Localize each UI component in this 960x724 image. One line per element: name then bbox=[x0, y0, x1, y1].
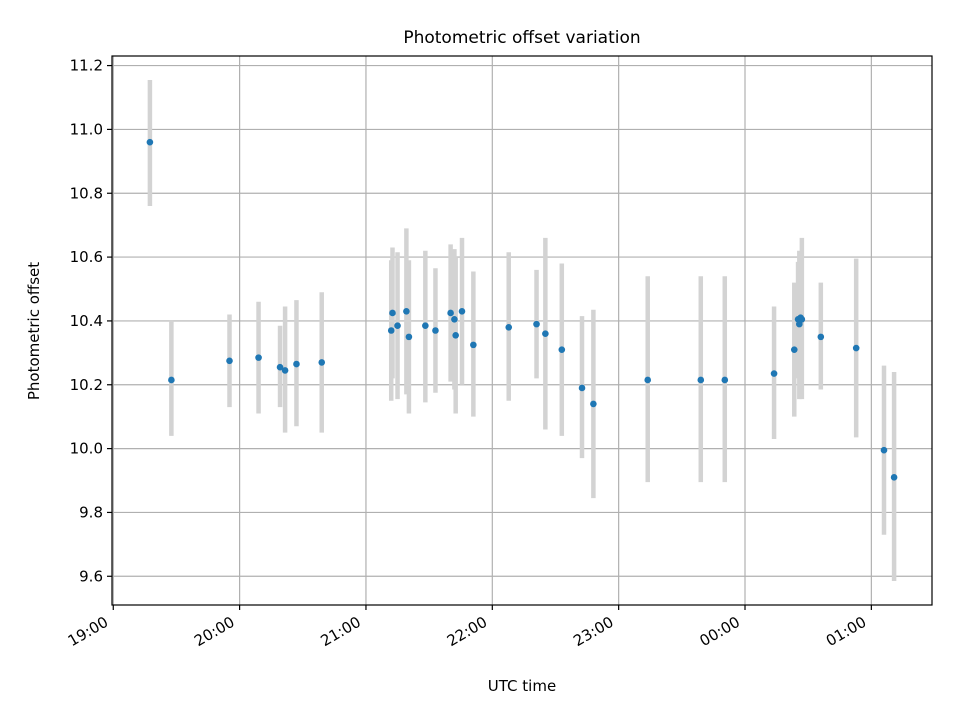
data-point bbox=[451, 316, 458, 323]
data-point bbox=[505, 324, 513, 331]
data-point bbox=[721, 376, 729, 384]
chart-title: Photometric offset variation bbox=[403, 28, 640, 48]
data-point bbox=[770, 370, 778, 377]
data-point bbox=[697, 376, 705, 384]
data-point bbox=[790, 346, 798, 353]
axes-frame bbox=[111, 55, 933, 606]
data-point bbox=[387, 327, 395, 334]
data-point bbox=[432, 327, 439, 334]
data-point bbox=[880, 446, 888, 454]
data-point bbox=[394, 322, 401, 330]
data-point bbox=[890, 474, 898, 481]
y-tick-label: 9.6 bbox=[79, 567, 103, 585]
data-point bbox=[452, 331, 459, 339]
data-point bbox=[226, 357, 233, 365]
data-point bbox=[168, 376, 175, 384]
data-point bbox=[542, 330, 549, 337]
data-point bbox=[470, 341, 477, 349]
data-point bbox=[255, 354, 262, 361]
data-point bbox=[403, 308, 410, 315]
data-point bbox=[578, 384, 586, 392]
data-point bbox=[276, 363, 284, 371]
y-tick-label: 11.0 bbox=[70, 120, 103, 138]
data-point bbox=[558, 346, 566, 353]
y-tick-label: 10.2 bbox=[70, 376, 103, 394]
data-point bbox=[798, 316, 806, 323]
data-point bbox=[281, 367, 289, 374]
data-point bbox=[146, 138, 154, 146]
data-points bbox=[146, 138, 898, 481]
y-tick-label: 9.8 bbox=[79, 503, 103, 521]
data-point bbox=[318, 359, 326, 366]
data-point bbox=[533, 320, 540, 328]
x-axis-label: UTC time bbox=[488, 677, 556, 695]
data-point bbox=[405, 333, 413, 341]
y-axis-ticks: 9.6 9.8 10.0 10.2 10.4 10.6 10.8 11.0 11.2 bbox=[70, 57, 112, 585]
data-point bbox=[389, 309, 396, 317]
y-tick-label: 10.8 bbox=[70, 184, 103, 202]
y-tick-label: 10.4 bbox=[70, 312, 103, 330]
y-tick-label: 10.6 bbox=[70, 248, 103, 266]
data-point bbox=[458, 308, 466, 315]
y-axis-label: Photometric offset bbox=[25, 262, 43, 400]
data-point bbox=[590, 400, 597, 408]
data-point bbox=[644, 376, 652, 384]
y-tick-label: 11.2 bbox=[70, 57, 103, 75]
data-point bbox=[422, 322, 429, 330]
data-point bbox=[293, 360, 300, 368]
data-point bbox=[817, 333, 825, 341]
grid bbox=[112, 56, 932, 605]
y-tick-label: 10.0 bbox=[70, 440, 103, 458]
data-point bbox=[447, 309, 454, 317]
data-point bbox=[852, 344, 860, 352]
